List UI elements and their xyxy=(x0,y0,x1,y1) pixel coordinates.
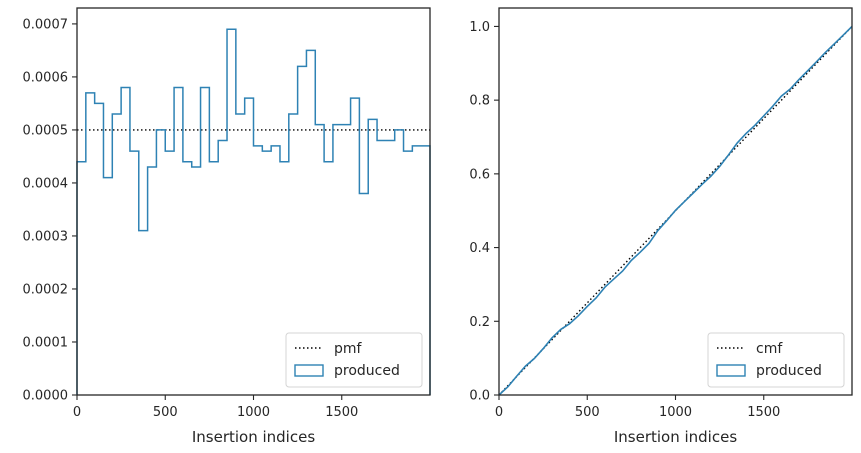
histogram-bin xyxy=(209,162,218,395)
legend: pmf produced xyxy=(285,332,423,388)
legend-label-cmf: cmf xyxy=(756,341,783,357)
histogram-bin xyxy=(77,162,86,395)
y-tick-label: 0.0007 xyxy=(23,17,69,32)
histogram-bin xyxy=(165,151,174,395)
histogram-bin xyxy=(262,151,271,395)
legend-label-produced: produced xyxy=(756,363,822,379)
histogram-bin xyxy=(112,114,121,395)
histogram-bin xyxy=(139,231,148,395)
histogram-bin xyxy=(236,114,245,395)
cmf-line xyxy=(498,25,853,396)
y-tick-label: 0.0005 xyxy=(23,123,69,138)
x-axis-label: Insertion indices xyxy=(614,428,737,446)
histogram-bin xyxy=(174,88,183,395)
histogram-bin xyxy=(130,151,139,395)
legend-box xyxy=(285,332,423,388)
y-tick-label: 0.6 xyxy=(469,167,490,182)
x-tick-label: 500 xyxy=(575,405,600,420)
x-tick-label: 500 xyxy=(153,405,178,420)
x-tick-label: 0 xyxy=(495,405,503,420)
legend: cmf produced xyxy=(707,332,845,388)
histogram-bin xyxy=(148,167,157,395)
produced-cumulative xyxy=(498,25,853,396)
histogram-bin xyxy=(156,130,165,395)
y-tick-label: 0.8 xyxy=(469,94,490,109)
y-tick-label: 0.0000 xyxy=(23,389,69,404)
x-tick-label: 0 xyxy=(73,405,81,420)
y-tick-label: 0.0003 xyxy=(23,229,69,244)
x-tick-label: 1500 xyxy=(747,405,780,420)
legend-label-pmf: pmf xyxy=(334,341,363,357)
histogram-bin xyxy=(245,98,254,395)
legend-swatch-produced xyxy=(294,364,324,377)
x-tick-label: 1500 xyxy=(325,405,358,420)
histogram-bin xyxy=(192,167,201,395)
y-tick-label: 0.0002 xyxy=(23,282,69,297)
y-tick-label: 1.0 xyxy=(469,20,490,35)
y-tick-label: 0.0004 xyxy=(23,176,69,191)
histogram-bin xyxy=(183,162,192,395)
histogram-bin xyxy=(103,178,112,395)
y-tick-label: 0.2 xyxy=(469,315,490,330)
histogram-bin xyxy=(201,88,210,395)
histogram-bin xyxy=(254,146,263,395)
y-tick-label: 0.0006 xyxy=(23,70,69,85)
pmf-chart: 0 500 1000 1500 0.0000 0.0001 0.0002 0.0003 0.00… xyxy=(23,7,431,446)
plot-frame xyxy=(76,7,431,396)
legend-box xyxy=(707,332,845,388)
histogram-bin xyxy=(95,103,104,395)
histogram-bin xyxy=(227,29,236,395)
histogram-bin xyxy=(86,93,95,395)
legend-swatch-produced xyxy=(716,364,746,377)
plot-frame xyxy=(498,7,853,396)
histogram-bin xyxy=(121,88,130,395)
x-tick-label: 1000 xyxy=(659,405,692,420)
histogram-bin xyxy=(218,141,227,395)
x-axis-label: Insertion indices xyxy=(192,428,315,446)
produced-histogram xyxy=(76,28,431,395)
histogram-bin xyxy=(271,146,280,395)
y-tick-label: 0.0001 xyxy=(23,335,69,350)
legend-label-produced: produced xyxy=(334,363,400,379)
x-tick-label: 1000 xyxy=(237,405,270,420)
cmf-chart: 0 500 1000 1500 0.0 0.2 0.4 0.6 0.8 1.0 Insertion … xyxy=(469,7,853,446)
y-tick-label: 0.0 xyxy=(469,389,490,404)
y-tick-label: 0.4 xyxy=(469,241,490,256)
